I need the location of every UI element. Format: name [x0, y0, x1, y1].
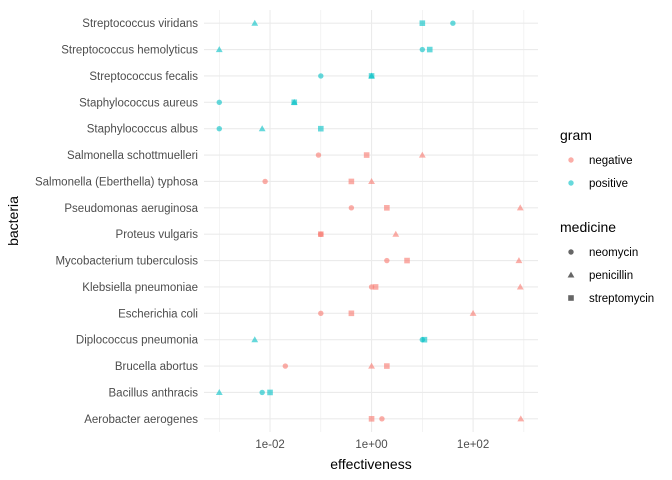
x-axis-title: effectiveness [330, 456, 411, 472]
data-point [392, 230, 400, 237]
legend-label: positive [589, 178, 628, 190]
data-point [516, 283, 524, 290]
data-point [216, 99, 222, 106]
data-point [318, 73, 324, 79]
legend-key [568, 295, 574, 301]
data-point [469, 309, 477, 316]
y-tick-labels: Aerobacter aerogenes Bacillus anthracis Br… [35, 18, 199, 426]
data-point [318, 231, 324, 237]
y-tick-label: Escherichia coli [118, 308, 198, 320]
legend: gram negative positive medicine neomycin peni… [560, 127, 654, 305]
data-point [348, 178, 355, 185]
legend-label: neomycin [589, 247, 638, 259]
data-point [368, 416, 375, 422]
data-point [372, 284, 379, 290]
x-tick-label: 1e+00 [355, 439, 387, 451]
data-point [318, 125, 324, 132]
y-tick-label: Brucella abortus [115, 361, 198, 373]
y-tick-label: Salmonella schottmuelleri [67, 150, 198, 162]
data-point [384, 363, 390, 369]
x-tick-labels: 1e-02 1e+00 1e+02 [255, 439, 489, 451]
data-point [368, 284, 375, 290]
data-point [450, 20, 456, 26]
data-point [215, 46, 223, 53]
data-point [379, 416, 385, 422]
y-tick-label: Streptococcus hemolyticus [61, 45, 198, 57]
data-point [318, 310, 324, 317]
legend-label: negative [589, 155, 632, 167]
data-point [368, 362, 375, 369]
data-point [251, 19, 259, 26]
legend-title: gram [560, 127, 592, 143]
data-point [418, 151, 426, 158]
data-point [404, 257, 410, 264]
data-point [515, 257, 523, 264]
legend-label: penicillin [589, 270, 633, 282]
y-tick-label: Bacillus anthracis [109, 387, 199, 399]
x-tick-label: 1e+02 [457, 439, 489, 451]
y-axis-title: bacteria [5, 196, 21, 246]
data-point [384, 257, 390, 264]
data-point [419, 46, 426, 53]
data-point [258, 125, 266, 132]
data-point [267, 389, 273, 396]
data-point [282, 363, 289, 369]
data-point [348, 310, 355, 317]
y-tick-label: Pseudomonas aeruginosa [64, 203, 198, 215]
y-tick-label: Proteus vulgaris [116, 229, 199, 241]
y-tick-label: Streptococcus viridans [82, 18, 198, 30]
y-tick-label: Salmonella (Eberthella) typhosa [35, 176, 199, 188]
legend-key [568, 180, 574, 186]
y-tick-label: Staphylococcus aureus [79, 97, 198, 109]
data-points [215, 19, 525, 422]
legend-key [567, 271, 575, 278]
legend-key [568, 249, 574, 255]
y-tick-label: Aerobacter aerogenes [84, 414, 198, 426]
data-point [216, 125, 222, 132]
data-point [363, 152, 370, 158]
data-point [516, 204, 524, 211]
y-tick-label: Diplococcus pneumonia [76, 335, 199, 347]
y-tick-label: Mycobacterium tuberculosis [55, 256, 198, 268]
data-point [215, 389, 223, 395]
y-tick-label: Staphylococcus albus [87, 124, 198, 136]
data-point [291, 99, 298, 106]
y-tick-label: Klebsiella pneumoniae [82, 282, 198, 294]
data-point [517, 415, 525, 422]
data-point [348, 205, 355, 211]
data-point [368, 178, 375, 184]
data-point [368, 73, 375, 79]
legend-label: streptomycin [589, 293, 654, 305]
data-point [315, 152, 322, 158]
data-point [262, 178, 268, 185]
data-point [251, 336, 259, 343]
legend-key [568, 157, 574, 163]
y-tick-label: Streptococcus fecalis [89, 71, 198, 83]
data-point [419, 336, 426, 343]
x-tick-label: 1e-02 [255, 439, 284, 451]
data-point [419, 20, 426, 26]
data-point [426, 46, 433, 53]
data-point [384, 205, 390, 211]
data-point [259, 389, 265, 396]
legend-title: medicine [560, 219, 616, 235]
